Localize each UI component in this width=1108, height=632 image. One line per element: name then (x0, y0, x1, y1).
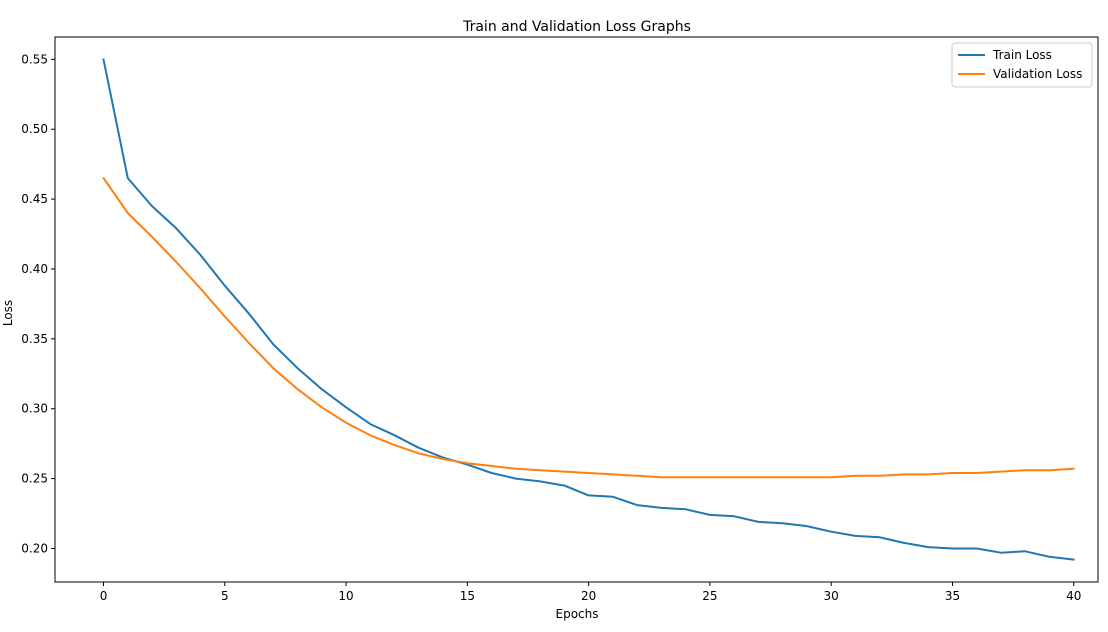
x-axis-label: Epochs (556, 607, 599, 621)
y-tick-label: 0.50 (21, 122, 48, 136)
x-tick-label: 0 (100, 589, 108, 603)
y-tick-label: 0.40 (21, 262, 48, 276)
series-layer (102, 58, 1075, 561)
y-tick-label: 0.25 (21, 472, 48, 486)
chart-title: Train and Validation Loss Graphs (462, 19, 691, 35)
x-tick-label: 30 (824, 589, 839, 603)
legend-label: Train Loss (992, 48, 1052, 62)
y-tick-label: 0.35 (21, 332, 48, 346)
x-tick-label: 15 (460, 589, 475, 603)
x-tick-label: 35 (945, 589, 960, 603)
x-tick-label: 25 (702, 589, 717, 603)
x-tick-label: 40 (1066, 589, 1081, 603)
x-axis: 0 5 10 15 20 25 30 35 40 (100, 582, 1081, 603)
legend-box (951, 42, 1093, 88)
y-tick-label: 0.55 (21, 52, 48, 66)
legend-label: Validation Loss (993, 67, 1082, 81)
x-tick-label: 10 (338, 589, 353, 603)
y-axis-label: Loss (1, 300, 15, 326)
x-tick-label: 5 (221, 589, 229, 603)
series-line-train-loss (102, 58, 1075, 561)
y-tick-label: 0.20 (21, 541, 48, 555)
series-line-validation-loss (102, 177, 1075, 479)
legend: Train Loss Validation Loss (951, 42, 1093, 88)
y-tick-label: 0.30 (21, 402, 48, 416)
plot-area (54, 36, 1099, 583)
y-axis: 0.20 0.25 0.30 0.35 0.40 0.45 0.50 0.55 (21, 52, 55, 555)
x-tick-label: 20 (581, 589, 596, 603)
y-tick-label: 0.45 (21, 192, 48, 206)
